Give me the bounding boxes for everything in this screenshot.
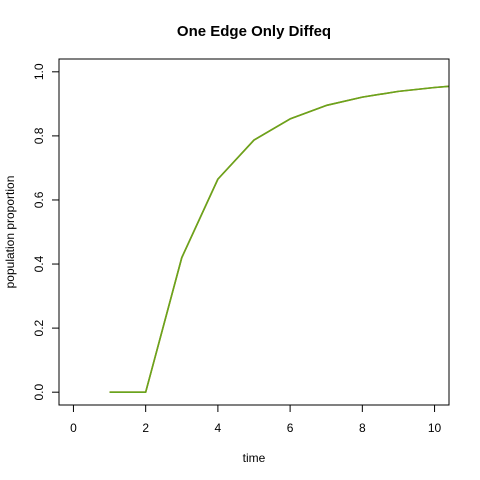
y-axis-label: population proportion [3, 176, 17, 289]
x-tick-label: 4 [215, 421, 222, 435]
series-line-2 [109, 85, 449, 393]
y-tick-label: 0.8 [32, 127, 46, 144]
x-axis-label: time [243, 451, 266, 465]
y-tick-label: 0.2 [32, 319, 46, 336]
plot-area [109, 85, 449, 393]
y-tick-label: 0.6 [32, 191, 46, 208]
plot-frame [58, 58, 450, 406]
y-tick-label: 0.4 [32, 255, 46, 272]
x-tick-label: 2 [142, 421, 149, 435]
chart-title: One Edge Only Diffeq [177, 23, 331, 40]
x-tick-label: 0 [70, 421, 77, 435]
x-tick-label: 10 [428, 421, 442, 435]
y-tick-label: 0.0 [32, 384, 46, 401]
y-axis: 0.0 0.2 0.4 0.6 0.8 1.0 [32, 63, 60, 401]
y-tick-label: 1.0 [32, 63, 46, 80]
x-axis: 0 2 4 6 8 10 [70, 404, 442, 435]
x-tick-label: 8 [359, 421, 366, 435]
x-tick-label: 6 [287, 421, 294, 435]
series-line-1 [109, 85, 449, 393]
